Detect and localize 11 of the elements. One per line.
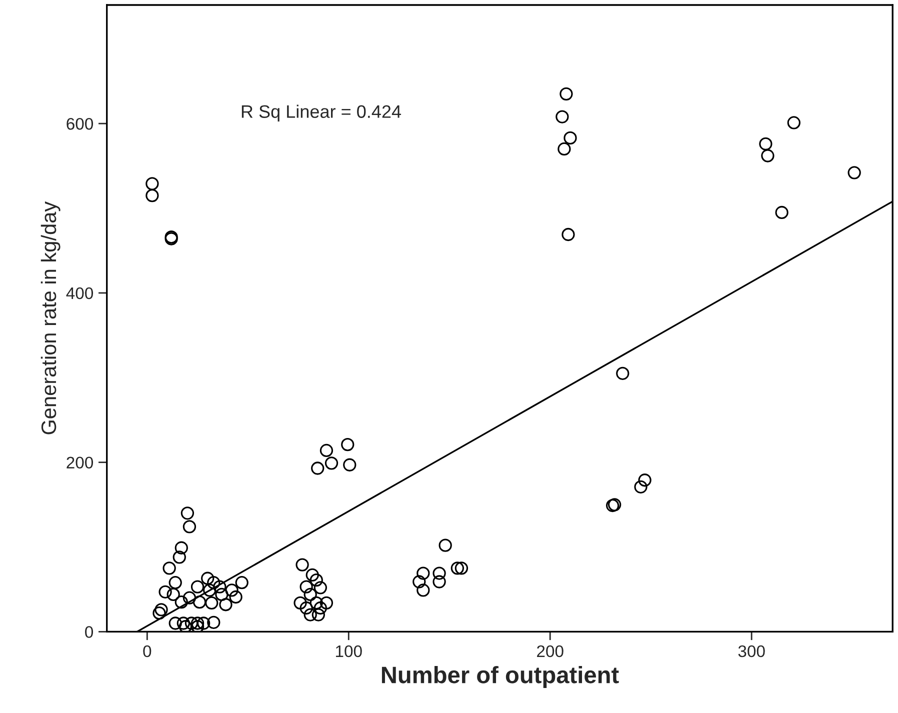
x-axis-title: Number of outpatient: [382, 666, 619, 688]
y-axis-title: Generation rate in kg/day: [40, 201, 60, 434]
y-tick-label: 200: [66, 456, 94, 469]
x-tick-label: 100: [336, 645, 362, 658]
annotation: R Sq Linear = 0.424: [242, 104, 402, 122]
x-tick-label: 200: [537, 645, 564, 658]
x-tick-label: 300: [738, 645, 765, 658]
y-tick-label: 400: [66, 287, 94, 300]
x-tick-label: 0: [143, 645, 152, 658]
y-tick-label: 0: [85, 626, 94, 638]
y-tick-label: 600: [66, 118, 94, 130]
